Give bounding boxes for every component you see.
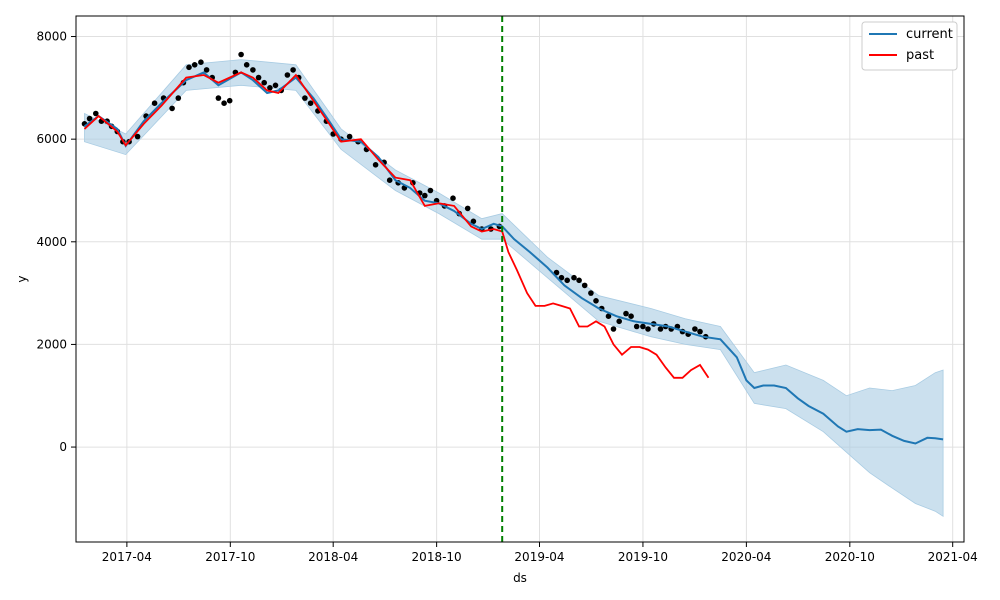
observed-point [134, 133, 141, 140]
x-tick-label: 2019-10 [618, 550, 668, 564]
observed-point [169, 105, 175, 112]
legend-entry-current: current [906, 27, 953, 42]
observed-point [558, 274, 565, 281]
observed-point [450, 195, 456, 201]
observed-point [470, 218, 477, 225]
observed-point [657, 326, 664, 332]
y-tick-label: 2000 [36, 337, 67, 351]
plot-frame [75, 15, 965, 543]
observed-point [372, 162, 379, 168]
observed-point [191, 62, 198, 68]
observed-point [616, 318, 622, 325]
grid [76, 16, 964, 542]
observed-point [221, 100, 227, 106]
series-line-past [83, 71, 710, 379]
observed-point [571, 274, 577, 281]
y-tick-label: 0 [59, 440, 67, 454]
observed-point [576, 277, 582, 284]
observed-point [633, 323, 640, 330]
legend-entry-past: past [906, 48, 934, 63]
x-tick-label: 2020-04 [721, 550, 771, 564]
observed-point [645, 326, 651, 332]
observed-point [226, 97, 233, 104]
observed-point [307, 100, 314, 106]
observed-point [186, 64, 192, 71]
observed-point [238, 51, 244, 58]
observed-point [151, 100, 158, 106]
observed-point [593, 298, 599, 304]
observed-point [564, 277, 570, 284]
observed-point [302, 95, 308, 101]
y-tick-label: 4000 [36, 235, 67, 249]
observed-point [255, 74, 262, 81]
y-tick-label: 8000 [36, 30, 67, 44]
observed-point [243, 62, 250, 68]
observed-point [640, 323, 646, 330]
observed-point [272, 82, 279, 89]
observed-point [386, 177, 393, 183]
x-axis-label: ds [513, 571, 527, 585]
x-axis-ticks: 2017-04 2017-10 2018-04 2018-10 2019-04 2019-… [102, 542, 978, 564]
y-axis-ticks: 0 2000 4000 6000 8000 [36, 30, 76, 454]
observed-point [284, 72, 291, 78]
observed-point [581, 282, 588, 289]
observed-point [464, 205, 471, 212]
observed-point [250, 67, 256, 73]
x-tick-label: 2018-04 [308, 550, 358, 564]
x-tick-label: 2019-04 [514, 550, 564, 564]
observed-point [422, 192, 428, 199]
observed-point [261, 79, 268, 86]
observed-point [610, 326, 617, 332]
observed-point [697, 328, 703, 335]
observed-point [86, 115, 93, 122]
observed-point [692, 326, 698, 332]
x-tick-label: 2020-10 [825, 550, 875, 564]
uncertainty-band [84, 59, 944, 518]
observed-point [267, 85, 273, 91]
x-tick-label: 2017-10 [205, 550, 255, 564]
x-tick-label: 2021-04 [928, 550, 978, 564]
observed-point [346, 133, 353, 140]
observed-point [290, 67, 296, 73]
legend: current past [861, 21, 958, 71]
observed-point [553, 269, 560, 276]
observed-point [215, 95, 222, 101]
y-tick-label: 6000 [36, 132, 67, 146]
observed-point [198, 59, 204, 65]
observed-point [605, 313, 612, 320]
observed-point [588, 290, 594, 296]
observed-point [93, 110, 99, 117]
observed-point [203, 67, 210, 73]
x-tick-label: 2017-04 [102, 550, 152, 564]
observed-point [427, 187, 434, 194]
x-tick-label: 2018-10 [412, 550, 462, 564]
observed-point [623, 310, 629, 317]
observed-point [175, 95, 182, 101]
y-axis-label: y [15, 275, 29, 282]
series-line-current [83, 71, 944, 445]
observed-point [628, 313, 634, 320]
